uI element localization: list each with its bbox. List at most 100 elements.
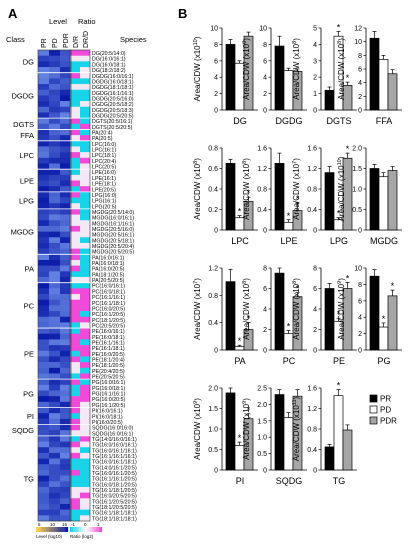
heatmap-level-cell (49, 157, 60, 164)
species-label: PC(16:0/16:1) (92, 284, 125, 290)
heatmap-species-header: Species (120, 35, 147, 44)
panel-label-a: A (8, 6, 18, 21)
heatmap-level-cell (60, 78, 71, 85)
significance-star: * (238, 207, 242, 217)
heatmap-level-cell (38, 441, 49, 448)
heatmap-ratio-cell (80, 157, 90, 164)
heatmap-ratio-cell (80, 430, 90, 437)
y-tick-label: 0.5 (257, 451, 267, 458)
ratio-scale-swatch (74, 527, 77, 532)
heatmap-level-cell (49, 441, 60, 448)
heatmap-level-cell (38, 390, 49, 397)
heatmap-level-cell (38, 492, 49, 499)
species-label: DGDG(16:1/16:1) (92, 91, 134, 97)
heatmap-level-cell (60, 458, 71, 465)
heatmap-level-cell (38, 254, 49, 261)
y-axis-label-close: ) (242, 158, 251, 161)
heatmap-level-cell (38, 464, 49, 471)
heatmap-level-cell (38, 452, 49, 459)
heatmap-level-cell (60, 464, 71, 471)
heatmap-level-cell (38, 515, 49, 522)
heatmap-ratio-cell (80, 152, 90, 159)
ratio-scale-tick: -1 (71, 522, 75, 527)
ratio-scale-swatch (87, 527, 90, 532)
y-tick-label: 0.4 (257, 207, 267, 214)
heatmap-ratio-cell (80, 424, 90, 431)
level-scale-swatch (39, 527, 41, 532)
heatmap-ratio-cell (80, 447, 90, 454)
species-label: PE(18:1/20:5) (92, 363, 125, 369)
y-tick-label: 10 (210, 26, 218, 33)
bar-chart-dgdg: 0 2 4 6 8 10 Area/CDW (x108) DGDG (242, 26, 307, 126)
heatmap-level-cell (49, 208, 60, 215)
heatmap-level-cell (60, 515, 71, 522)
heatmap-level-cell (38, 225, 49, 232)
bar-pr (274, 163, 285, 231)
heatmap-level-cell (49, 61, 60, 68)
y-tick-label: 0.4 (307, 447, 317, 454)
y-tick-label: 2.0 (352, 146, 362, 153)
ratio-column-header: D/R (73, 36, 80, 48)
significance-star: * (247, 188, 251, 198)
ratio-scale-swatch (92, 527, 95, 532)
heatmap-ratio-cell (70, 78, 80, 85)
heatmap-level-cell (60, 248, 71, 255)
significance-star: * (247, 405, 251, 415)
heatmap-level-cell (49, 294, 60, 300)
ratio-scale-swatch (81, 527, 83, 532)
heatmap-level-cell (38, 271, 49, 278)
heatmap-level-cell (60, 140, 71, 147)
species-label: PG(16:1/20:5) (92, 403, 126, 409)
level-heatmap-frame (37, 49, 72, 522)
heatmap-level-cell (49, 475, 60, 482)
heatmap-level-cell (38, 84, 49, 91)
y-axis-label: Area/CDW (x108) (242, 278, 251, 340)
y-tick-label: 1 (313, 91, 317, 98)
heatmap-level-cell (38, 67, 49, 73)
heatmap-ratio-cell (80, 316, 90, 323)
level-scale-tick: 10 (50, 522, 56, 527)
heatmap-ratio-cell (80, 214, 90, 221)
heatmap-level-cell (49, 101, 60, 108)
heatmap-level-cell (49, 356, 60, 363)
heatmap-level-cell (49, 447, 60, 454)
level-scale-swatch (40, 527, 43, 532)
bar-pdr (387, 295, 398, 351)
y-tick-label: 12 (354, 26, 362, 33)
heatmap-level-cell (60, 84, 71, 91)
bar-pd (283, 221, 294, 231)
heatmap-level-cell (49, 373, 60, 380)
y-tick-label: 1.2 (208, 266, 218, 273)
heatmap-ratio-cell (70, 152, 80, 159)
heatmap-ratio-cell (70, 242, 80, 249)
species-label: LPG(16:0) (92, 193, 117, 199)
y-tick-label: 2 (313, 75, 317, 82)
heatmap-ratio-cell (70, 276, 80, 283)
species-label: TG(16:0/16:1/20:5) (92, 471, 137, 477)
heatmap-level-cell (60, 225, 71, 232)
y-axis-label: Area/CDW (x1011) (292, 396, 301, 461)
heatmap-level-cell (60, 242, 71, 249)
bar-pd (378, 326, 389, 351)
heatmap-ratio-cell (70, 288, 80, 295)
y-tick-label: 1.5 (257, 418, 267, 425)
y-tick-label: 6 (358, 67, 362, 74)
heatmap-ratio-cell (80, 418, 90, 425)
y-axis-label-close: ) (292, 38, 301, 41)
heatmap-level-cell (38, 481, 49, 488)
y-tick-label: 0 (214, 468, 218, 475)
heatmap-ratio-cell (70, 157, 80, 164)
heatmap-ratio-cell (70, 50, 80, 56)
species-label: TG(16:0/16:1/16:1) (92, 448, 137, 454)
heatmap-level-cell (38, 486, 49, 493)
heatmap-ratio-cell (70, 169, 80, 176)
heatmap-ratio-cell (70, 316, 80, 323)
bar-chart-sqdg: 0 0.5 1.0 1.5 2.0 2.5 Area/CDW (x109) SQDG (242, 386, 307, 486)
level-scale-swatch (36, 527, 38, 532)
heatmap-ratio-cell (70, 367, 80, 374)
heatmap-level-header: Level (49, 17, 67, 26)
species-label: PA(16:0/18:1) (92, 261, 125, 267)
y-axis-label-close: ) (292, 278, 301, 281)
